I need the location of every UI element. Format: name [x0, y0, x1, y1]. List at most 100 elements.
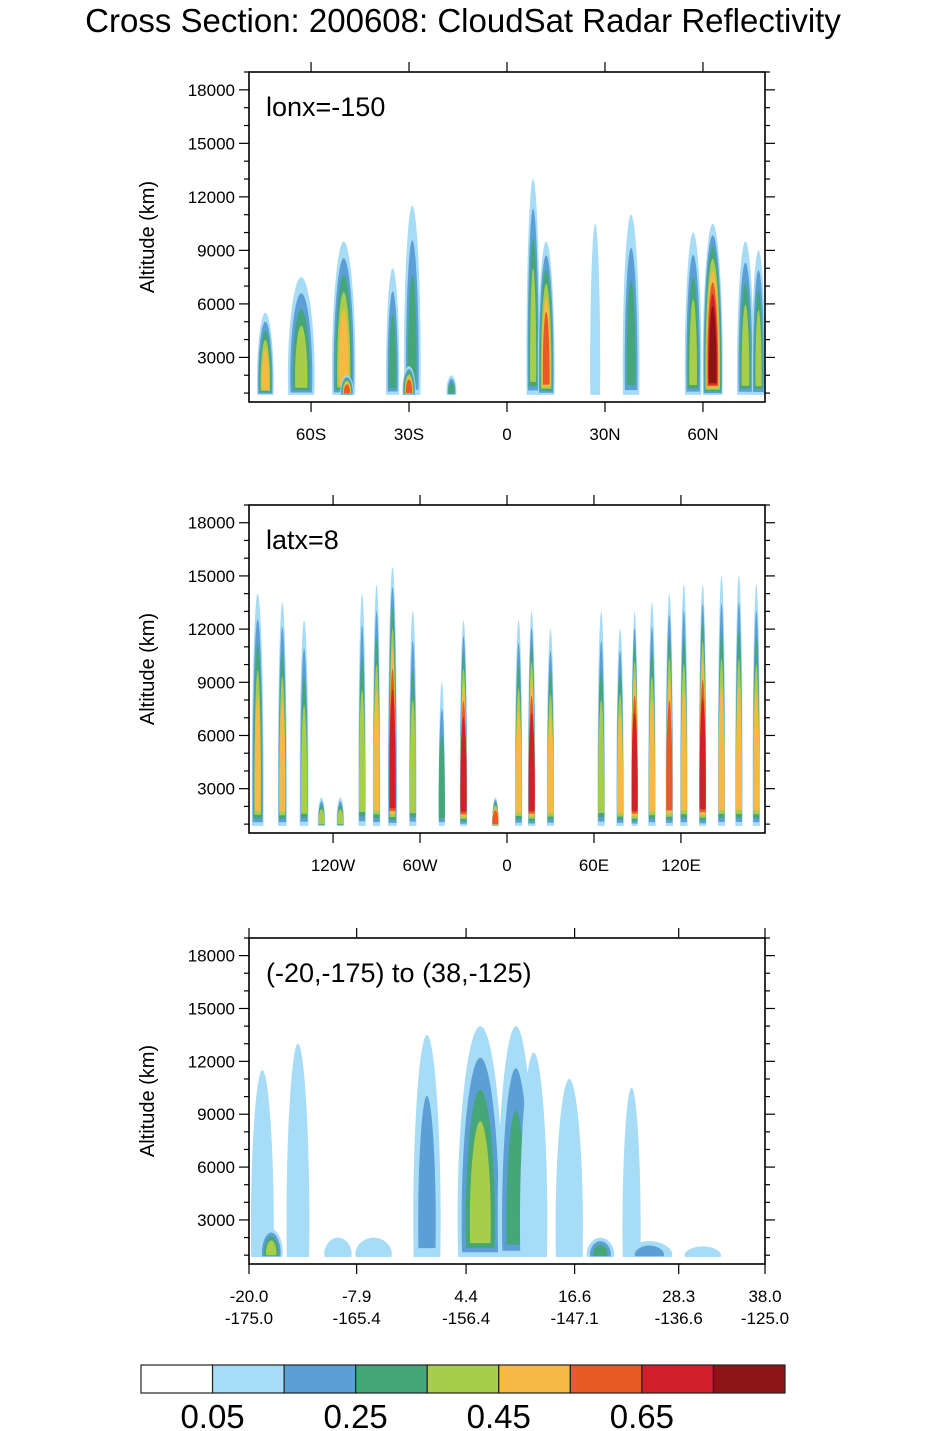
chart-panel: 3000 6000 9000 12000 15000 18000 60S 30S 0 30N 60N…	[137, 62, 775, 444]
contour-level-6	[405, 379, 413, 393]
x-tick-label: 60E	[579, 856, 609, 875]
y-tick-label: 12000	[188, 1052, 235, 1071]
y-tick-label: 15000	[188, 567, 235, 586]
colorbar-swatch	[140, 1364, 214, 1394]
contour-level-7	[528, 712, 535, 812]
x-tick-label: 0	[502, 425, 511, 444]
contour-level-4	[741, 304, 750, 386]
colorbar-tick-label: 0.05	[180, 1398, 244, 1431]
contour-level-4	[598, 699, 605, 813]
colorbar-swatch	[211, 1364, 285, 1394]
y-tick-label: 3000	[197, 1211, 235, 1230]
contour-level-1	[250, 1070, 274, 1257]
contour-level-7	[699, 698, 706, 810]
contour-level-3	[407, 275, 417, 385]
figure-title: Cross Section: 200608: CloudSat Radar Re…	[85, 2, 841, 39]
colorbar-swatch	[283, 1364, 357, 1394]
y-tick-label: 12000	[188, 620, 235, 639]
x-tick-label: 16.6	[558, 1287, 591, 1306]
y-tick-label: 3000	[197, 348, 235, 367]
contour-level-6	[542, 311, 550, 385]
contour-fill	[251, 567, 761, 826]
x-tick-label-secondary: -165.4	[333, 1309, 381, 1328]
contour-level-5	[680, 690, 687, 811]
x-tick-label-secondary: -136.6	[655, 1309, 703, 1328]
contour-level-5	[254, 695, 261, 811]
contour-level-1	[590, 223, 601, 395]
contour-level-4	[337, 809, 344, 825]
x-tick-label: 30S	[394, 425, 424, 444]
plot-frame	[248, 937, 766, 1265]
x-tick-label-secondary: -147.1	[551, 1309, 599, 1328]
contour-level-6	[492, 810, 499, 824]
x-tick-label: 60W	[403, 856, 438, 875]
x-tick-label-secondary: -175.0	[225, 1309, 273, 1328]
y-tick-label: 9000	[197, 241, 235, 260]
y-axis-label: Altitude (km)	[137, 181, 159, 293]
y-tick-label: 9000	[197, 673, 235, 692]
x-tick-label: -20.0	[230, 1287, 269, 1306]
contour-level-1	[286, 1043, 310, 1257]
y-tick-label: 15000	[188, 134, 235, 153]
x-tick-label: 60S	[296, 425, 326, 444]
x-tick-label: 120E	[661, 856, 701, 875]
contour-level-4	[469, 1121, 491, 1244]
contour-level-3	[448, 382, 455, 394]
contour-level-1	[684, 1246, 721, 1257]
panel-label: latx=8	[266, 525, 339, 555]
y-tick-label: 6000	[197, 1158, 235, 1177]
x-tick-label: 38.0	[748, 1287, 781, 1306]
contour-level-3	[438, 735, 445, 819]
x-tick-label: 30N	[589, 425, 620, 444]
contour-level-3	[389, 314, 397, 389]
chart-panel: 3000 6000 9000 12000 15000 18000 -20.0 -175.0 -7…	[137, 928, 789, 1328]
colorbar: 0.05 0.25 0.45 0.65	[140, 1364, 786, 1431]
contour-level-4	[265, 1240, 277, 1256]
panel-label: (-20,-175) to (38,-125)	[266, 958, 532, 988]
contour-level-1	[355, 1237, 392, 1257]
contour-level-2	[418, 1096, 436, 1249]
y-axis-label: Altitude (km)	[137, 613, 159, 725]
contour-level-5	[515, 710, 522, 813]
y-tick-label: 18000	[188, 514, 235, 533]
contour-level-1	[324, 1237, 352, 1257]
contour-level-4	[755, 310, 762, 387]
colorbar-swatch	[498, 1364, 571, 1394]
colorbar-tick-label: 0.25	[324, 1398, 388, 1431]
contour-level-6	[343, 384, 351, 394]
contour-level-1	[519, 1052, 548, 1257]
colorbar-swatch	[426, 1364, 500, 1394]
y-tick-label: 6000	[197, 295, 235, 314]
colorbar-tick-label: 0.65	[610, 1398, 674, 1431]
x-tick-label: -7.9	[342, 1287, 371, 1306]
contour-level-7	[631, 712, 638, 812]
y-axis-label: Altitude (km)	[137, 1045, 159, 1157]
contour-level-5	[261, 348, 269, 390]
panels: 3000 6000 9000 12000 15000 18000 60S 30S 0 30N 60N…	[137, 62, 789, 1328]
contour-level-5	[547, 715, 554, 814]
contour-level-6	[666, 700, 673, 811]
contour-level-5	[338, 309, 349, 385]
chart-panel: 3000 6000 9000 12000 15000 18000 120W 60W 0 60E 12…	[137, 495, 775, 875]
contour-level-5	[279, 700, 286, 812]
contour-level-5	[648, 700, 655, 812]
contour-level-3	[626, 280, 636, 386]
colorbar-swatch	[355, 1364, 428, 1394]
contour-level-1	[622, 1087, 641, 1257]
contour-level-4	[530, 268, 537, 382]
contour-level-5	[753, 690, 760, 811]
contour-level-5	[617, 715, 624, 814]
panel-label: lonx=-150	[266, 92, 385, 122]
contour-level-3	[593, 1244, 608, 1256]
y-tick-label: 15000	[188, 999, 235, 1018]
contour-level-8	[709, 306, 717, 383]
y-tick-label: 6000	[197, 726, 235, 745]
y-tick-label: 12000	[188, 188, 235, 207]
contour-level-7	[389, 689, 396, 809]
y-tick-label: 3000	[197, 780, 235, 799]
y-tick-label: 18000	[188, 947, 235, 966]
contour-level-4	[409, 699, 416, 813]
contour-level-4	[689, 299, 698, 386]
contour-level-4	[301, 705, 308, 814]
